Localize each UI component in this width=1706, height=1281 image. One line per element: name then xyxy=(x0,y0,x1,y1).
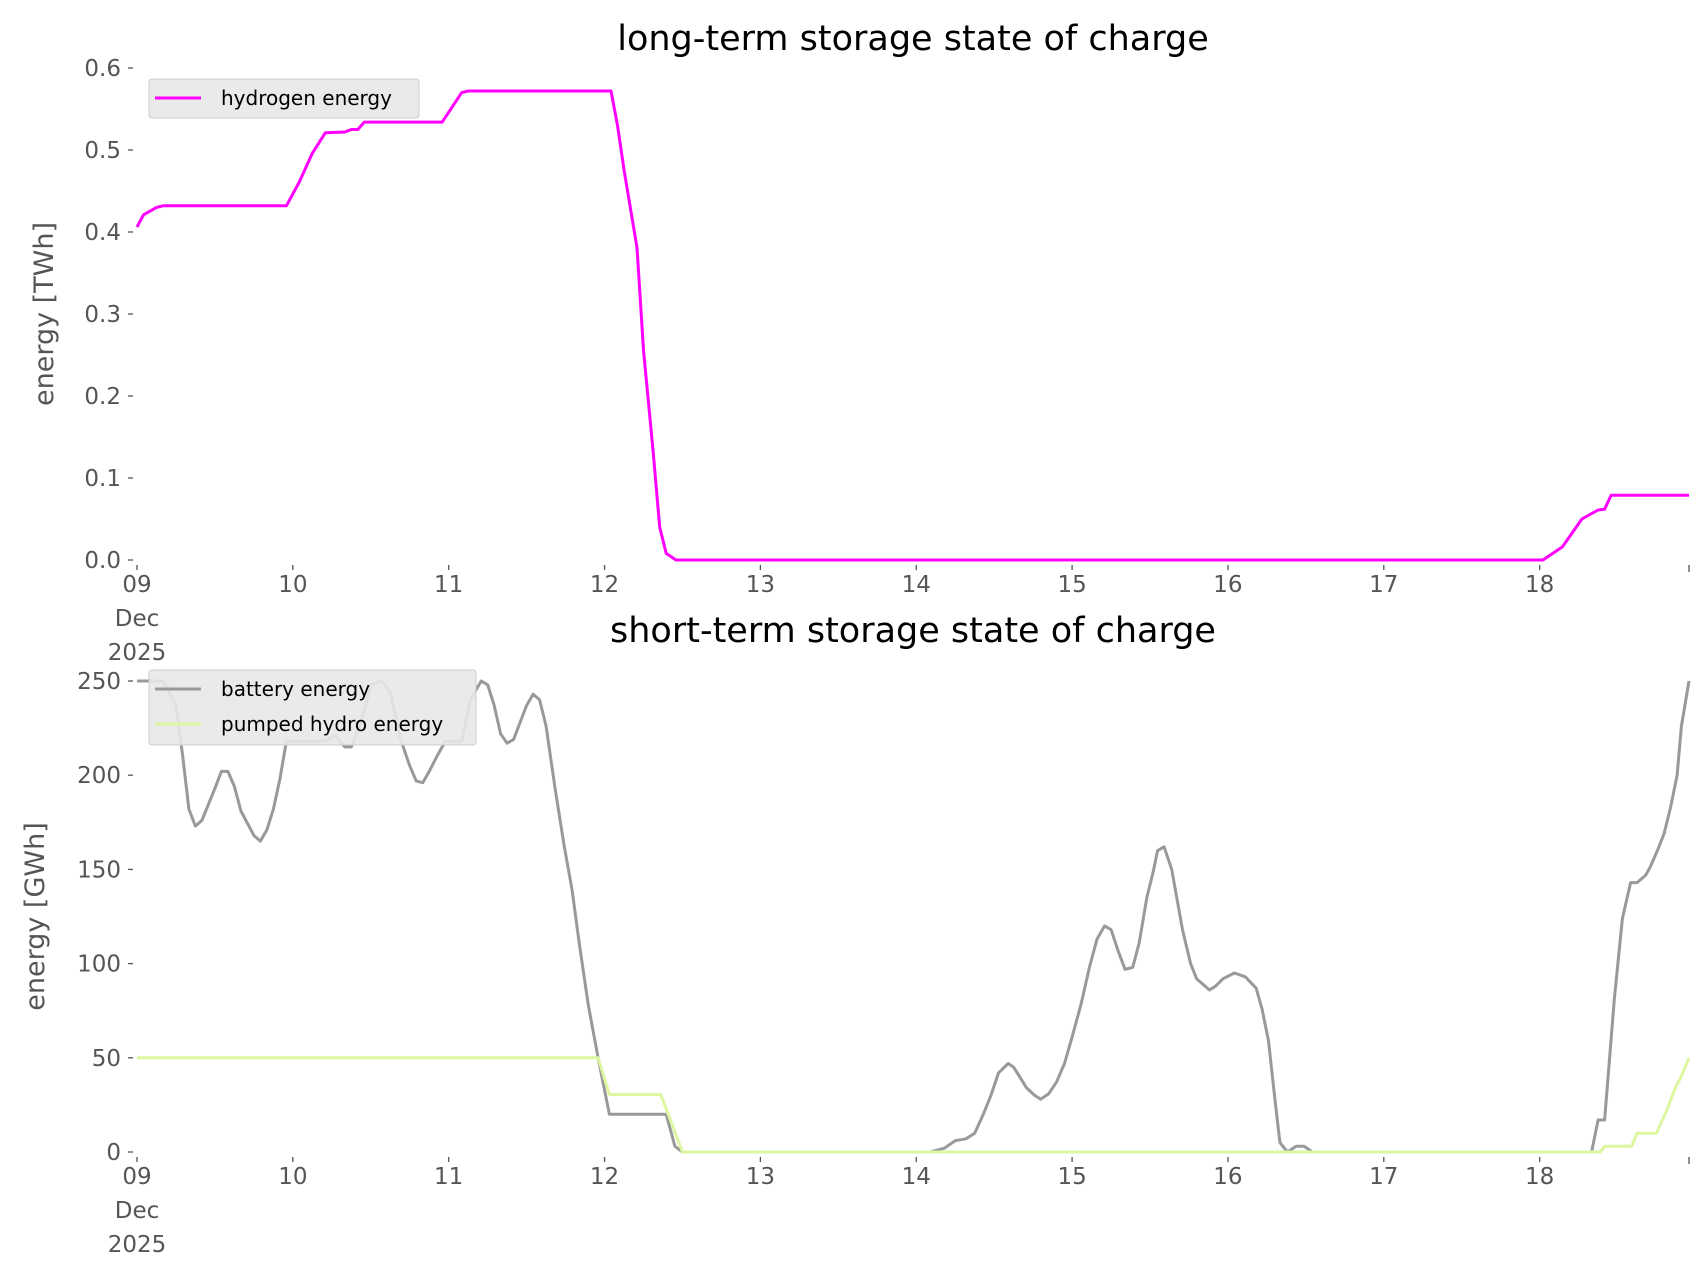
x-tick-label: 15 xyxy=(1057,1164,1086,1190)
x-tick-label: Dec xyxy=(115,606,160,632)
y-tick-label: 150 xyxy=(77,857,121,883)
x-tick-label: 11 xyxy=(434,572,463,598)
chart-title: short-term storage state of charge xyxy=(610,611,1216,651)
y-axis-label: energy [GWh] xyxy=(20,822,51,1010)
series-line-pumped-hydro-energy xyxy=(137,1056,1691,1154)
y-tick-label: 100 xyxy=(77,952,121,978)
y-tick-label: 0 xyxy=(106,1140,121,1166)
legend-label: pumped hydro energy xyxy=(221,712,443,736)
x-tick-label: 09 xyxy=(122,572,151,598)
y-axis-label: energy [TWh] xyxy=(29,222,60,406)
y-tick-label: 50 xyxy=(92,1046,121,1072)
x-tick-label: Dec xyxy=(115,1198,160,1224)
x-tick-label: 16 xyxy=(1213,1164,1242,1190)
x-tick-label: 10 xyxy=(278,572,307,598)
y-tick-label: 0.5 xyxy=(84,138,121,164)
y-tick-label: 0.6 xyxy=(84,56,121,82)
x-tick-label: 16 xyxy=(1213,572,1242,598)
y-tick-label: 200 xyxy=(77,763,121,789)
x-tick-label: 2025 xyxy=(108,640,167,666)
chart-1: long-term storage state of charge energy … xyxy=(29,19,1690,666)
x-tick-label: 12 xyxy=(590,1164,619,1190)
x-tick-label: 13 xyxy=(746,1164,775,1190)
legend-label: hydrogen energy xyxy=(221,86,392,110)
x-tick-label: 14 xyxy=(902,1164,931,1190)
y-tick-label: 0.1 xyxy=(84,466,121,492)
x-tick-label: 10 xyxy=(278,1164,307,1190)
x-tick-label: 15 xyxy=(1057,572,1086,598)
x-tick-label: 2025 xyxy=(108,1232,167,1258)
y-tick-label: 0.2 xyxy=(84,384,121,410)
x-tick-label: 13 xyxy=(746,572,775,598)
chart-2: short-term storage state of charge energy… xyxy=(20,611,1691,1258)
legend-box xyxy=(148,669,477,746)
x-tick-label: 17 xyxy=(1369,1164,1398,1190)
x-tick-label: 09 xyxy=(122,1164,151,1190)
x-tick-label: 18 xyxy=(1525,1164,1554,1190)
x-tick-label: 14 xyxy=(902,572,931,598)
x-tick-label: 17 xyxy=(1369,572,1398,598)
y-tick-label: 0.0 xyxy=(84,548,121,574)
chart-title: long-term storage state of charge xyxy=(617,19,1209,59)
legend: battery energy pumped hydro energy xyxy=(148,669,477,746)
series-line-hydrogen-energy xyxy=(135,89,1689,562)
y-tick-label: 0.4 xyxy=(84,220,121,246)
legend-label: battery energy xyxy=(221,677,370,701)
legend: hydrogen energy xyxy=(148,78,420,119)
legend-box xyxy=(148,78,420,119)
x-tick-label: 18 xyxy=(1525,572,1554,598)
x-tick-label: 11 xyxy=(434,1164,463,1190)
x-tick-label: 12 xyxy=(590,572,619,598)
y-tick-label: 0.3 xyxy=(84,302,121,328)
y-tick-label: 250 xyxy=(77,669,121,695)
series-line-battery-energy xyxy=(137,679,1691,1154)
